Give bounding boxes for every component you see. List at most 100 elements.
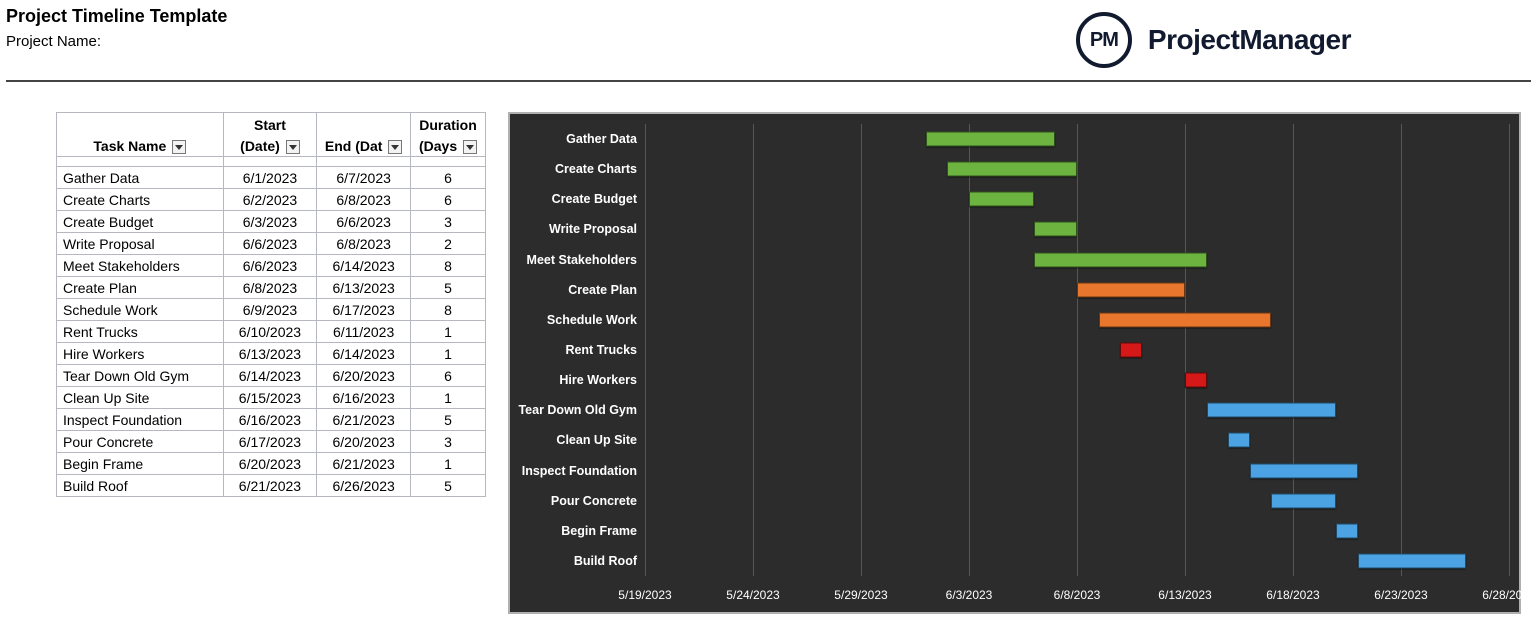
cell-duration: 3 — [411, 211, 486, 233]
cell-duration: 2 — [411, 233, 486, 255]
gantt-bar — [1034, 222, 1077, 237]
cell-duration: 1 — [411, 453, 486, 475]
col-header-start-2: (Date) — [240, 138, 280, 154]
cell-start: 6/9/2023 — [223, 299, 317, 321]
table-row: Build Roof6/21/20236/26/20235 — [57, 475, 486, 497]
cell-task-name: Schedule Work — [57, 299, 224, 321]
gridline — [1509, 124, 1510, 576]
gantt-bar — [1207, 403, 1337, 418]
title-block: Project Timeline Template Project Name: — [6, 6, 227, 50]
cell-task-name: Write Proposal — [57, 233, 224, 255]
cell-end: 6/20/2023 — [317, 431, 411, 453]
cell-start: 6/13/2023 — [223, 343, 317, 365]
cell-end: 6/16/2023 — [317, 387, 411, 409]
logo-text: ProjectManager — [1148, 24, 1351, 56]
filter-icon[interactable] — [388, 140, 402, 154]
col-header-dur-2: (Days — [419, 138, 457, 154]
cell-start: 6/6/2023 — [223, 233, 317, 255]
gantt-row-label: Build Roof — [574, 554, 645, 568]
gantt-bar — [1077, 282, 1185, 297]
gridline — [753, 124, 754, 576]
cell-end: 6/11/2023 — [317, 321, 411, 343]
table-row: Hire Workers6/13/20236/14/20231 — [57, 343, 486, 365]
cell-end: 6/20/2023 — [317, 365, 411, 387]
gantt-bar — [1034, 252, 1207, 267]
cell-end: 6/8/2023 — [317, 189, 411, 211]
filter-icon[interactable] — [172, 140, 186, 154]
cell-end: 6/21/2023 — [317, 409, 411, 431]
cell-start: 6/10/2023 — [223, 321, 317, 343]
cell-task-name: Rent Trucks — [57, 321, 224, 343]
gantt-row-label: Begin Frame — [561, 524, 645, 538]
table-row: Meet Stakeholders6/6/20236/14/20238 — [57, 255, 486, 277]
cell-task-name: Begin Frame — [57, 453, 224, 475]
cell-duration: 1 — [411, 387, 486, 409]
cell-task-name: Clean Up Site — [57, 387, 224, 409]
gantt-bar — [926, 132, 1056, 147]
table-row: Pour Concrete6/17/20236/20/20233 — [57, 431, 486, 453]
gantt-row-label: Gather Data — [566, 132, 645, 146]
cell-task-name: Gather Data — [57, 167, 224, 189]
gantt-bar — [1336, 523, 1358, 538]
x-axis-label: 6/28/2023 — [1482, 588, 1535, 602]
page-title: Project Timeline Template — [6, 6, 227, 27]
cell-duration: 3 — [411, 431, 486, 453]
cell-duration: 5 — [411, 277, 486, 299]
table-row: Begin Frame6/20/20236/21/20231 — [57, 453, 486, 475]
table-row: Schedule Work6/9/20236/17/20238 — [57, 299, 486, 321]
x-axis-label: 6/23/2023 — [1374, 588, 1427, 602]
cell-start: 6/3/2023 — [223, 211, 317, 233]
x-axis-label: 5/19/2023 — [618, 588, 671, 602]
gantt-row-label: Pour Concrete — [551, 494, 645, 508]
cell-task-name: Inspect Foundation — [57, 409, 224, 431]
cell-start: 6/8/2023 — [223, 277, 317, 299]
gantt-bar — [1228, 433, 1250, 448]
filter-icon[interactable] — [463, 140, 477, 154]
cell-task-name: Pour Concrete — [57, 431, 224, 453]
cell-task-name: Tear Down Old Gym — [57, 365, 224, 387]
cell-start: 6/16/2023 — [223, 409, 317, 431]
table-row: Inspect Foundation6/16/20236/21/20235 — [57, 409, 486, 431]
table-row: Create Charts6/2/20236/8/20236 — [57, 189, 486, 211]
gridline — [645, 124, 646, 576]
gridline — [861, 124, 862, 576]
cell-end: 6/6/2023 — [317, 211, 411, 233]
cell-task-name: Build Roof — [57, 475, 224, 497]
cell-start: 6/6/2023 — [223, 255, 317, 277]
x-axis-label: 6/8/2023 — [1054, 588, 1101, 602]
gantt-bar — [1271, 493, 1336, 508]
col-header-dur-1: Duration — [419, 117, 477, 133]
table-row: Create Plan6/8/20236/13/20235 — [57, 277, 486, 299]
cell-duration: 5 — [411, 409, 486, 431]
table-row: Create Budget6/3/20236/6/20233 — [57, 211, 486, 233]
cell-task-name: Create Budget — [57, 211, 224, 233]
table-row: Clean Up Site6/15/20236/16/20231 — [57, 387, 486, 409]
cell-task-name: Meet Stakeholders — [57, 255, 224, 277]
col-header-end-2: End (Dat — [325, 138, 383, 154]
table-row: Rent Trucks6/10/20236/11/20231 — [57, 321, 486, 343]
cell-end: 6/14/2023 — [317, 343, 411, 365]
gantt-row-label: Create Plan — [568, 283, 645, 297]
cell-duration: 6 — [411, 189, 486, 211]
cell-start: 6/2/2023 — [223, 189, 317, 211]
gantt-row-label: Create Budget — [552, 192, 645, 206]
cell-duration: 8 — [411, 299, 486, 321]
gantt-row-label: Write Proposal — [549, 222, 645, 236]
gantt-row-label: Inspect Foundation — [522, 464, 645, 478]
gantt-bar — [1099, 312, 1272, 327]
filter-icon[interactable] — [286, 140, 300, 154]
gantt-row-label: Schedule Work — [547, 313, 645, 327]
gantt-bar — [1185, 373, 1207, 388]
cell-duration: 5 — [411, 475, 486, 497]
gantt-row-label: Hire Workers — [559, 373, 645, 387]
content: Task Name Start Duration (Date) End (Dat — [6, 112, 1531, 614]
cell-start: 6/17/2023 — [223, 431, 317, 453]
cell-end: 6/17/2023 — [317, 299, 411, 321]
gantt-bar — [1358, 553, 1466, 568]
table-row: Write Proposal6/6/20236/8/20232 — [57, 233, 486, 255]
col-header-name: Task Name — [93, 138, 166, 154]
x-axis-label: 6/3/2023 — [946, 588, 993, 602]
gantt-row-label: Clean Up Site — [556, 433, 645, 447]
gantt-row-label: Tear Down Old Gym — [518, 403, 645, 417]
cell-end: 6/14/2023 — [317, 255, 411, 277]
